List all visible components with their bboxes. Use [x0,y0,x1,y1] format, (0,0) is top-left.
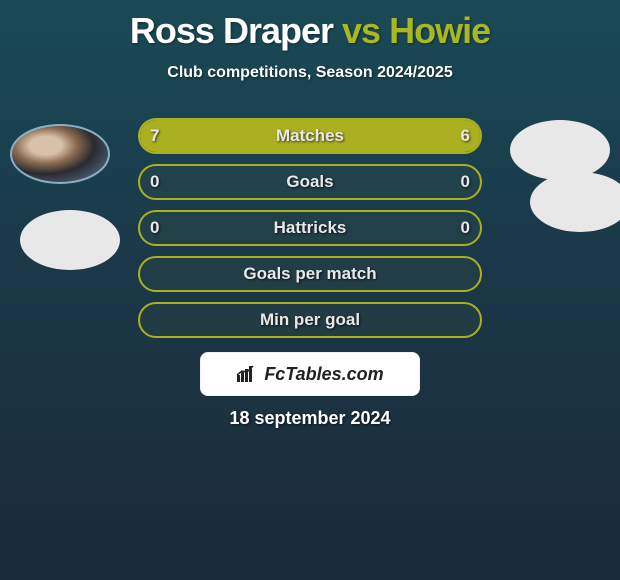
comparison-title: Ross Draper vs Howie [0,0,620,52]
vs-label: vs [342,10,380,51]
stat-label: Matches [140,120,480,152]
stat-row: 76Matches [138,118,482,154]
date-label: 18 september 2024 [0,408,620,429]
subtitle: Club competitions, Season 2024/2025 [0,64,620,82]
stat-row: 00Hattricks [138,210,482,246]
brand-text: FcTables.com [264,364,383,385]
player1-name: Ross Draper [130,10,333,51]
player2-avatar [510,120,610,180]
player1-avatar [10,124,110,184]
stat-label: Hattricks [140,212,480,244]
stat-label: Goals per match [140,258,480,290]
player2-name: Howie [389,10,490,51]
stat-row: 00Goals [138,164,482,200]
stat-label: Min per goal [140,304,480,336]
brand-box[interactable]: FcTables.com [200,352,420,396]
stat-label: Goals [140,166,480,198]
stat-row: Min per goal [138,302,482,338]
player1-club-badge [20,210,120,270]
chart-icon [236,365,258,383]
stat-row: Goals per match [138,256,482,292]
stats-column: 76Matches 00Goals 00Hattricks Goals per mat… [138,118,482,348]
player2-club-badge [530,172,620,232]
